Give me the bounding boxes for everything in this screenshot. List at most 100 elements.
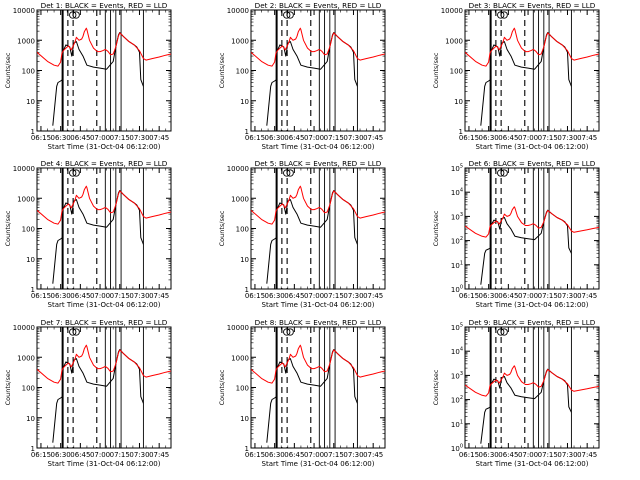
panel-title: Det 3: BLACK = Events, RED = LLD bbox=[469, 1, 596, 10]
y-tick-label: 100 bbox=[236, 226, 249, 234]
x-tick-label: 07:45 bbox=[149, 451, 169, 459]
y-tick-label: 10 bbox=[454, 98, 463, 106]
y-axis-label: Counts/sec bbox=[4, 369, 12, 405]
event-markers bbox=[275, 168, 358, 289]
x-axis-label: Start Time (31-Oct-04 06:12:00) bbox=[476, 460, 589, 468]
x-axis-label: Start Time (31-Oct-04 06:12:00) bbox=[48, 301, 161, 309]
x-tick-label: 06:30 bbox=[265, 451, 285, 459]
y-axis-label: Counts/sec bbox=[432, 210, 440, 246]
x-tick-label: 07:45 bbox=[363, 134, 383, 142]
panel-title: Det 6: BLACK = Events, RED = LLD bbox=[469, 159, 596, 168]
event-markers bbox=[489, 10, 572, 131]
x-tick-label: 06:15 bbox=[245, 134, 265, 142]
x-tick-label: 06:30 bbox=[479, 134, 499, 142]
panel-title: Det 7: BLACK = Events, RED = LLD bbox=[41, 318, 168, 327]
x-axis-label: Start Time (31-Oct-04 06:12:00) bbox=[476, 143, 589, 151]
x-tick-label: 07:30 bbox=[129, 292, 149, 300]
y-tick-label: 10000 bbox=[227, 165, 249, 173]
x-axis-label: Start Time (31-Oct-04 06:12:00) bbox=[262, 301, 375, 309]
y-tick-label: 1000 bbox=[231, 37, 249, 45]
marker-circle bbox=[497, 328, 505, 336]
x-tick-label: 06:15 bbox=[31, 292, 51, 300]
x-tick-label: 07:30 bbox=[557, 292, 577, 300]
y-tick-label: 100 bbox=[450, 68, 463, 76]
plot-frame bbox=[250, 167, 386, 290]
event-markers bbox=[275, 10, 358, 131]
y-tick-label: 1000 bbox=[231, 195, 249, 203]
x-tick-label: 06:45 bbox=[284, 451, 304, 459]
y-tick-label: 10 bbox=[26, 98, 35, 106]
x-tick-label: 06:45 bbox=[498, 134, 518, 142]
x-axis-label: Start Time (31-Oct-04 06:12:00) bbox=[476, 301, 589, 309]
y-tick-label: 100 bbox=[22, 68, 35, 76]
detector-panel-1: Det 1: BLACK = Events, RED = LLD 1 10 100 10… bbox=[4, 1, 172, 151]
x-tick-label: 07:15 bbox=[110, 134, 130, 142]
y-tick-label: 103 bbox=[451, 212, 463, 222]
marker-circle bbox=[69, 11, 77, 19]
series-events bbox=[52, 32, 144, 126]
x-tick-label: 07:30 bbox=[557, 451, 577, 459]
y-tick-label: 10000 bbox=[13, 324, 35, 332]
event-markers bbox=[489, 168, 572, 289]
series-events bbox=[52, 190, 144, 284]
y-tick-label: 1 bbox=[31, 128, 35, 136]
y-tick-label: 10 bbox=[26, 415, 35, 423]
x-tick-label: 07:00 bbox=[304, 134, 324, 142]
x-tick-label: 06:30 bbox=[51, 292, 71, 300]
x-tick-label: 06:30 bbox=[265, 292, 285, 300]
x-tick-label: 06:15 bbox=[31, 451, 51, 459]
y-tick-label: 105 bbox=[451, 323, 463, 333]
y-tick-label: 102 bbox=[451, 236, 463, 246]
marker-circle bbox=[283, 328, 291, 336]
x-tick-label: 06:30 bbox=[265, 134, 285, 142]
x-tick-label: 06:15 bbox=[459, 134, 479, 142]
x-tick-label: 07:00 bbox=[518, 134, 538, 142]
y-tick-label: 10000 bbox=[227, 7, 249, 15]
y-tick-label: 1 bbox=[31, 286, 35, 294]
y-tick-label: 10000 bbox=[13, 165, 35, 173]
event-markers bbox=[61, 10, 144, 131]
x-tick-label: 07:45 bbox=[363, 451, 383, 459]
x-axis-label: Start Time (31-Oct-04 06:12:00) bbox=[48, 460, 161, 468]
x-tick-label: 07:15 bbox=[324, 451, 344, 459]
y-tick-label: 1000 bbox=[445, 37, 463, 45]
plot-frame bbox=[250, 326, 386, 449]
y-tick-label: 100 bbox=[236, 68, 249, 76]
x-tick-label: 06:15 bbox=[459, 451, 479, 459]
y-tick-label: 1 bbox=[245, 128, 249, 136]
x-tick-label: 07:45 bbox=[149, 292, 169, 300]
x-tick-label: 07:30 bbox=[129, 451, 149, 459]
x-tick-label: 07:00 bbox=[518, 451, 538, 459]
x-tick-label: 07:00 bbox=[304, 451, 324, 459]
y-tick-label: 101 bbox=[451, 419, 463, 429]
y-axis-label: Counts/sec bbox=[432, 369, 440, 405]
plot-frame bbox=[464, 167, 600, 290]
x-tick-label: 07:45 bbox=[363, 292, 383, 300]
series-events bbox=[266, 190, 358, 284]
x-tick-label: 06:30 bbox=[51, 451, 71, 459]
y-axis-label: Counts/sec bbox=[218, 369, 226, 405]
detector-panel-7: Det 7: BLACK = Events, RED = LLD 1 10 100 10… bbox=[4, 318, 172, 468]
x-tick-label: 06:45 bbox=[498, 451, 518, 459]
marker-circle bbox=[500, 328, 508, 336]
y-axis-label: Counts/sec bbox=[218, 210, 226, 246]
marker-circle bbox=[497, 169, 505, 177]
y-tick-label: 100 bbox=[451, 285, 463, 295]
x-tick-label: 07:00 bbox=[90, 134, 110, 142]
panel-title: Det 4: BLACK = Events, RED = LLD bbox=[41, 159, 168, 168]
series-lld bbox=[465, 365, 599, 397]
panel-title: Det 9: BLACK = Events, RED = LLD bbox=[469, 318, 596, 327]
panel-title: Det 1: BLACK = Events, RED = LLD bbox=[41, 1, 168, 10]
detector-panel-9: Det 9: BLACK = Events, RED = LLD 100 101 10… bbox=[432, 318, 600, 468]
x-tick-label: 07:15 bbox=[538, 451, 558, 459]
x-tick-label: 07:45 bbox=[577, 134, 597, 142]
detector-panel-3: Det 3: BLACK = Events, RED = LLD 1 10 100 10… bbox=[432, 1, 600, 151]
y-tick-label: 10000 bbox=[13, 7, 35, 15]
series-events bbox=[266, 32, 358, 126]
x-tick-label: 07:15 bbox=[324, 292, 344, 300]
y-axis-label: Counts/sec bbox=[4, 210, 12, 246]
series-lld bbox=[465, 27, 599, 67]
series-lld bbox=[37, 344, 171, 384]
y-tick-label: 103 bbox=[451, 371, 463, 381]
event-markers bbox=[61, 327, 144, 448]
